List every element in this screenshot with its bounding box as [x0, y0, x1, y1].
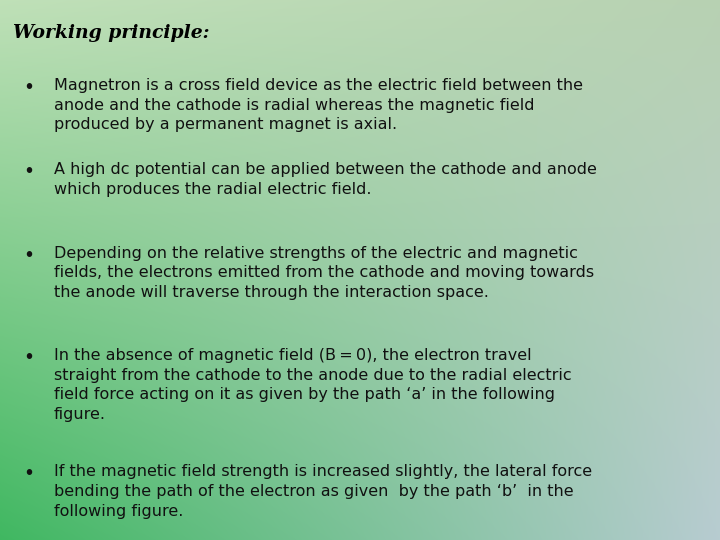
Text: A high dc potential can be applied between the cathode and anode
which produces : A high dc potential can be applied betwe…	[54, 162, 597, 197]
Text: •: •	[23, 464, 35, 483]
Text: Depending on the relative strengths of the electric and magnetic
fields, the ele: Depending on the relative strengths of t…	[54, 246, 594, 300]
Text: Working principle:: Working principle:	[13, 24, 210, 42]
Text: •: •	[23, 162, 35, 181]
Text: In the absence of magnetic field (B = 0), the electron travel
straight from the : In the absence of magnetic field (B = 0)…	[54, 348, 572, 422]
Text: •: •	[23, 78, 35, 97]
Text: Magnetron is a cross field device as the electric field between the
anode and th: Magnetron is a cross field device as the…	[54, 78, 583, 132]
Text: •: •	[23, 348, 35, 367]
Text: •: •	[23, 246, 35, 265]
Text: If the magnetic field strength is increased slightly, the lateral force
bending : If the magnetic field strength is increa…	[54, 464, 592, 518]
